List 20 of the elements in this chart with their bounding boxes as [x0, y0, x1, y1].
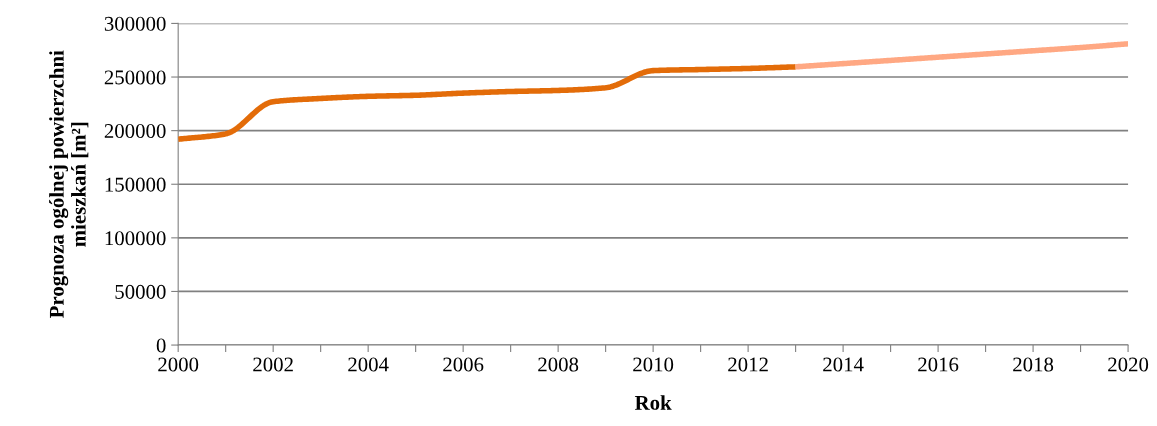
y-tick-label: 150000	[105, 177, 166, 192]
x-tick-label: 2006	[443, 357, 484, 372]
x-tick-label: 2002	[253, 357, 293, 372]
y-tick-label: 300000	[104, 16, 166, 31]
x-tick-label: 2016	[918, 357, 959, 372]
y-tick-label: 0	[156, 338, 166, 353]
x-tick-label: 2020	[1108, 357, 1149, 372]
x-tick-label: 2008	[538, 357, 579, 372]
y-tick-label: 200000	[104, 124, 166, 139]
x-tick-label: 2000	[158, 357, 199, 372]
x-tick-label: 2010	[633, 357, 674, 372]
x-tick-label: 2018	[1013, 357, 1054, 372]
y-tick-label: 250000	[104, 70, 166, 85]
x-tick-label: 2012	[728, 357, 768, 372]
y-axis-title: Prognoza ogólnej powierzchni mieszkań [m²]	[49, 50, 89, 318]
x-tick-label: 2004	[348, 357, 389, 372]
x-axis-title: Rok	[634, 395, 672, 410]
x-tick-label: 2014	[823, 357, 864, 372]
y-tick-label: 50000	[115, 284, 166, 299]
y-tick-label: 100000	[105, 231, 166, 246]
